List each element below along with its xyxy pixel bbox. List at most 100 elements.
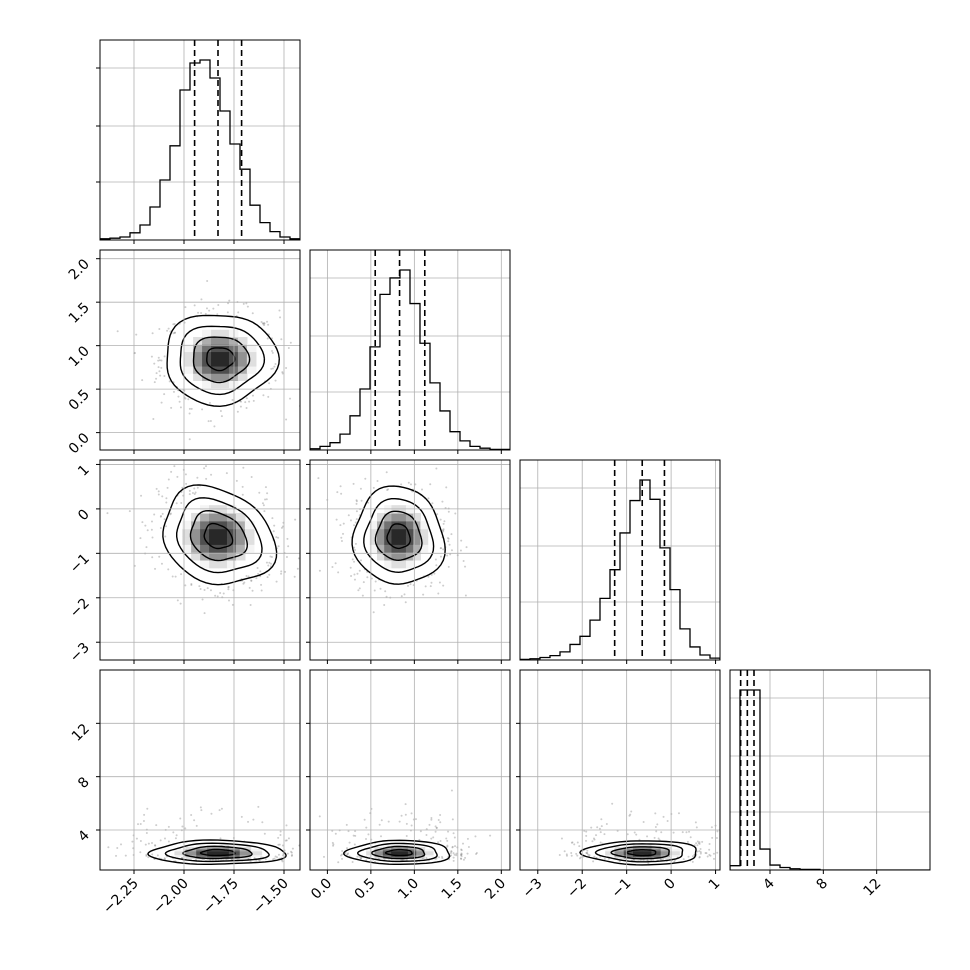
- scatter-point: [180, 501, 183, 504]
- density-cell: [209, 512, 219, 522]
- scatter-point: [272, 858, 275, 861]
- contour-line: [203, 522, 234, 550]
- density-cell: [405, 512, 414, 522]
- scatter-point: [266, 320, 269, 323]
- scatter-point: [346, 847, 349, 850]
- scatter-point: [699, 847, 702, 850]
- scatter-point: [434, 558, 437, 561]
- scatter-point: [646, 835, 649, 838]
- scatter-point: [400, 483, 403, 486]
- scatter-point: [135, 837, 138, 840]
- scatter-point: [446, 845, 449, 848]
- scatter-point: [576, 854, 579, 857]
- scatter-point: [261, 821, 264, 824]
- density-cell: [244, 536, 255, 545]
- scatter-point: [353, 560, 356, 563]
- density-cell: [235, 536, 246, 545]
- scatter-point: [200, 311, 203, 314]
- scatter-point: [434, 825, 437, 828]
- density-cell: [384, 552, 393, 561]
- scatter-point: [443, 520, 446, 523]
- density-cell: [369, 528, 378, 538]
- density-cell: [623, 858, 634, 861]
- scatter-point: [699, 852, 702, 855]
- scatter-point: [353, 524, 356, 527]
- scatter-point: [350, 574, 353, 577]
- scatter-point: [422, 593, 425, 596]
- density-cell: [209, 520, 219, 530]
- scatter-point: [107, 846, 110, 849]
- scatter-panel-1-2: [317, 467, 468, 614]
- scatter-point: [462, 842, 465, 845]
- density-cell: [193, 336, 203, 345]
- density-cell: [651, 852, 662, 856]
- scatter-point: [206, 587, 209, 590]
- scatter-point: [266, 492, 269, 495]
- scatter-point: [450, 549, 453, 552]
- density-cell: [376, 528, 385, 538]
- scatter-point: [212, 307, 215, 310]
- scatter-point: [242, 302, 245, 305]
- scatter-point: [340, 539, 343, 542]
- scatter-point: [200, 809, 203, 812]
- hist-panel-2-grid: [520, 460, 720, 660]
- scatter-point: [280, 570, 283, 573]
- scatter-point: [464, 565, 467, 568]
- scatter-point: [278, 843, 281, 846]
- scatter-point: [682, 858, 685, 861]
- scatter-point: [163, 393, 166, 396]
- density-cell: [405, 528, 414, 538]
- scatter-point: [489, 834, 492, 837]
- scatter-panel-0-1-frame: [99, 249, 301, 451]
- scatter-point: [137, 823, 140, 826]
- scatter-point: [240, 815, 243, 818]
- density-cell: [209, 544, 219, 553]
- scatter-point: [442, 529, 445, 532]
- scatter-point: [270, 556, 273, 559]
- density-cell: [220, 358, 230, 367]
- scatter-point: [425, 833, 428, 836]
- density-cell: [605, 850, 616, 854]
- x-tick-label: −1.50: [250, 876, 292, 918]
- scatter-point: [342, 522, 345, 525]
- density-cell: [239, 852, 252, 856]
- hist-step-2: [520, 479, 720, 660]
- scatter-point: [686, 840, 689, 843]
- scatter-point: [347, 830, 350, 833]
- density-cell: [207, 852, 219, 856]
- density-cell: [226, 528, 237, 538]
- density-cell: [398, 505, 407, 514]
- density-cell: [191, 528, 201, 538]
- scatter-point: [414, 483, 417, 486]
- density-cell: [218, 852, 230, 856]
- x-tick-label: 1.0: [395, 876, 422, 903]
- scatter-point: [340, 853, 343, 856]
- scatter-point: [286, 852, 289, 855]
- scatter-point: [278, 309, 281, 312]
- scatter-point: [285, 418, 288, 421]
- scatter-point: [404, 601, 407, 604]
- scatter-point: [600, 818, 603, 821]
- scatter-point: [184, 397, 187, 400]
- density-cell: [374, 852, 384, 856]
- scatter-point: [593, 855, 596, 858]
- hist-panel-1: [310, 250, 510, 450]
- density-cell: [202, 380, 212, 389]
- scatter-point: [264, 498, 267, 501]
- scatter-point: [175, 502, 178, 505]
- scatter-point: [654, 825, 657, 828]
- scatter-point: [448, 543, 451, 546]
- density-cell: [416, 846, 426, 850]
- hist-step-3: [730, 689, 930, 870]
- scatter-point: [257, 805, 260, 808]
- scatter-point: [710, 826, 713, 829]
- scatter-point: [188, 412, 191, 415]
- scatter-point: [334, 832, 337, 835]
- scatter-point: [179, 602, 182, 605]
- scatter-point: [241, 493, 244, 496]
- density-cell: [391, 528, 400, 538]
- scatter-point: [195, 824, 198, 827]
- scatter-point: [128, 510, 131, 513]
- scatter-point: [263, 832, 266, 835]
- hist-panel-1-grid: [310, 250, 510, 450]
